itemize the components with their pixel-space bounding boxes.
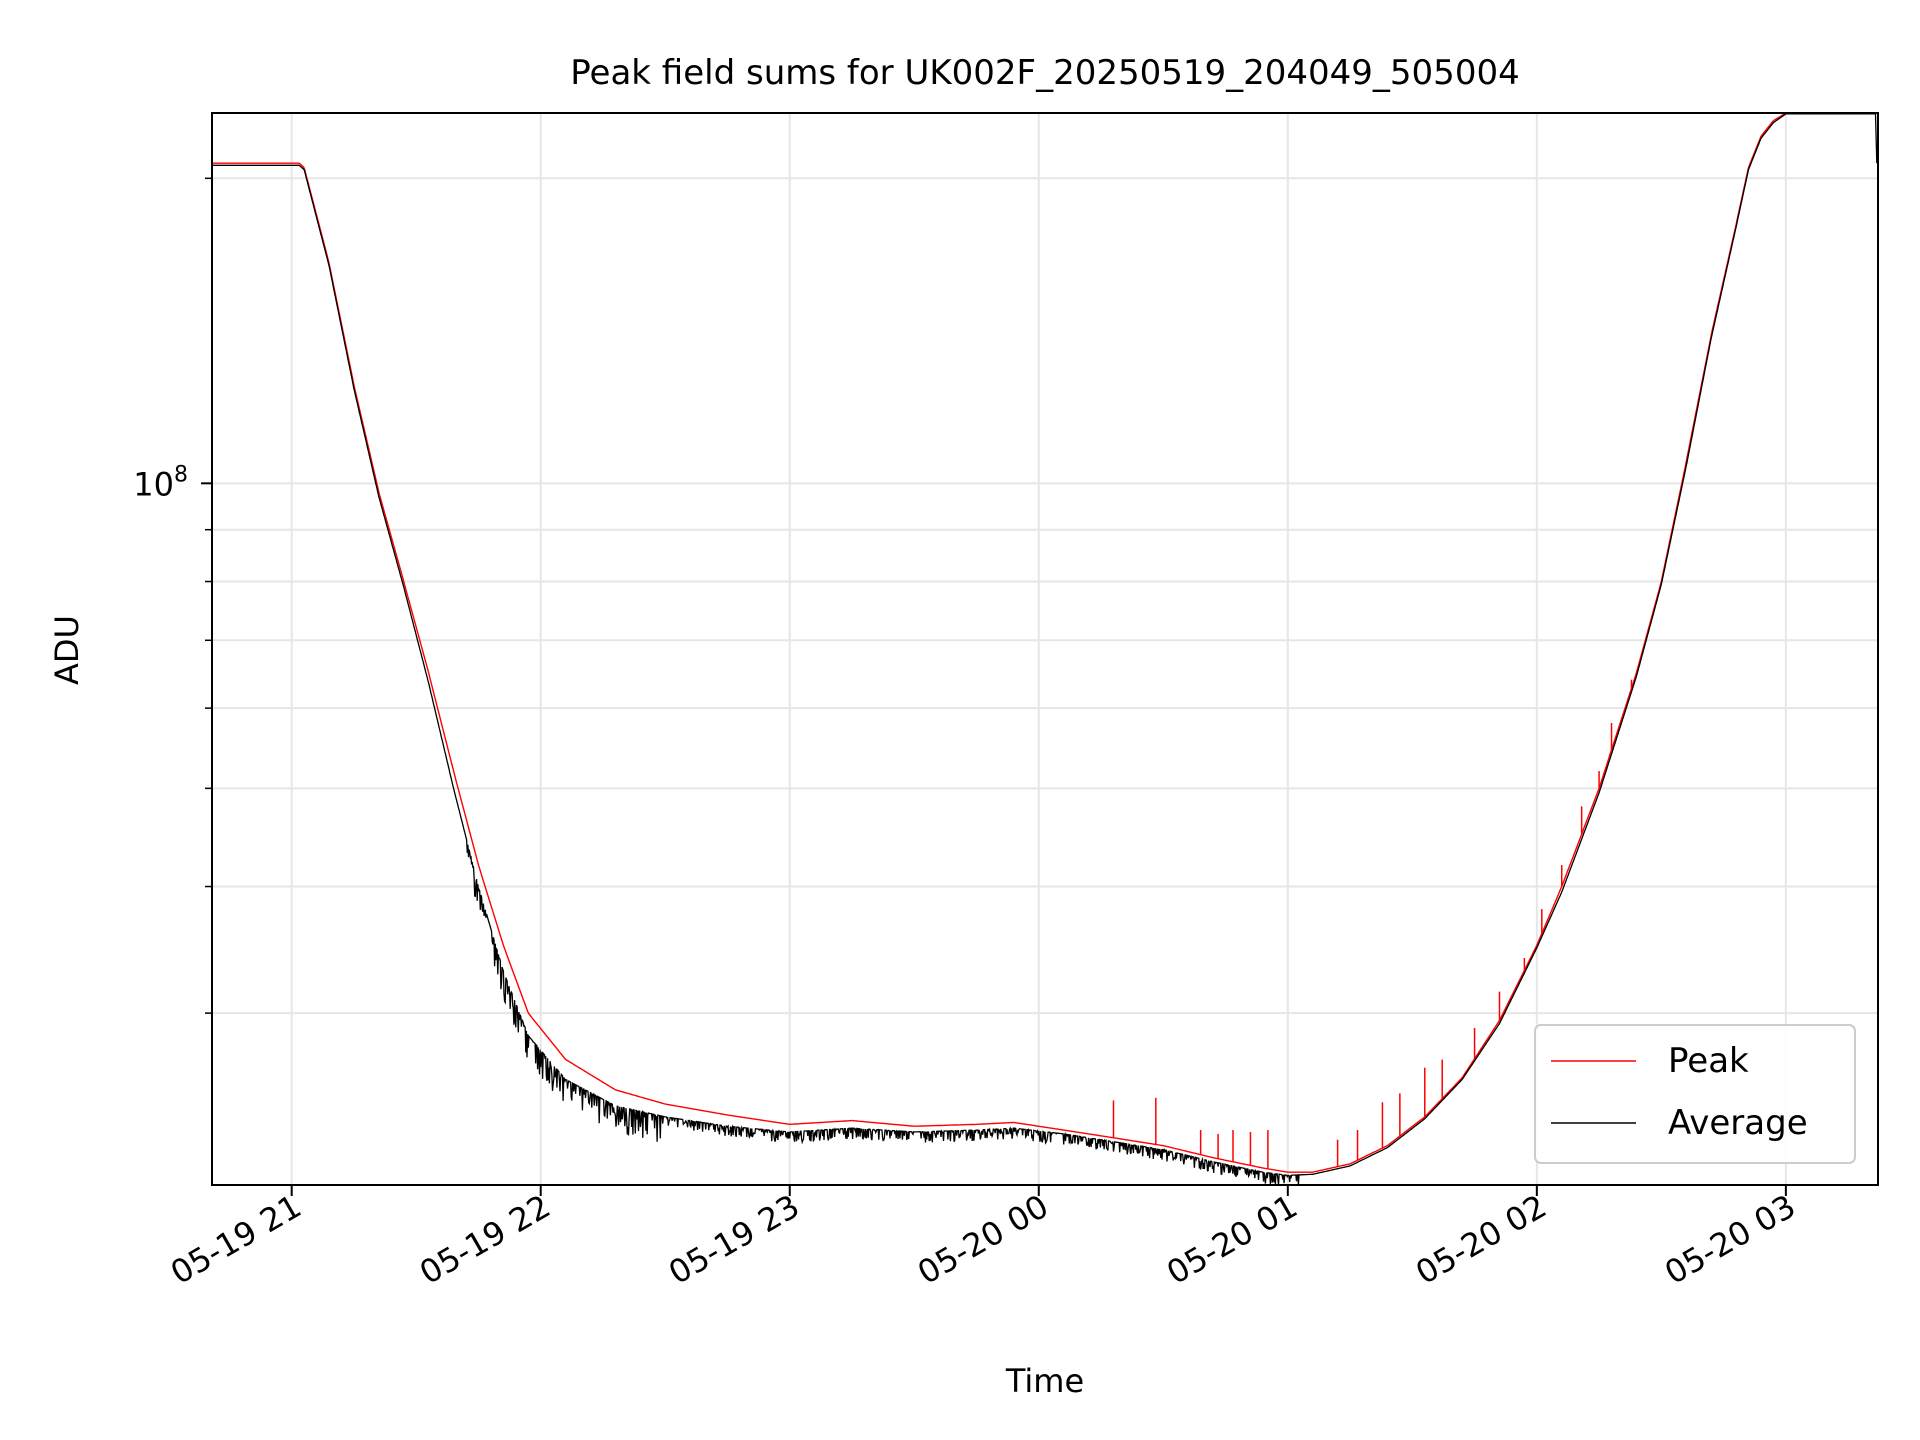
legend-label-average: Average	[1668, 1103, 1808, 1143]
peak-series-line	[212, 112, 1876, 1173]
y-axis: 108	[133, 177, 212, 1014]
x-axis-label: Time	[1005, 1362, 1084, 1400]
y-tick-label: 108	[133, 462, 188, 503]
y-axis-label: ADU	[48, 615, 86, 685]
plot-frame	[211, 112, 1879, 1186]
legend-label-peak: Peak	[1668, 1041, 1749, 1081]
chart-title: Peak field sums for UK002F_20250519_2040…	[570, 53, 1519, 93]
legend-box	[1534, 1024, 1856, 1164]
legend: Peak Average	[1534, 1024, 1856, 1164]
average-series-line	[212, 113, 1878, 1186]
series-layer	[212, 112, 1878, 1186]
